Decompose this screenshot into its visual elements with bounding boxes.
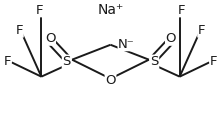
- Text: F: F: [198, 24, 205, 37]
- Text: F: F: [210, 55, 217, 68]
- Text: N⁻: N⁻: [118, 38, 135, 51]
- Text: F: F: [178, 4, 186, 17]
- Text: O: O: [105, 74, 116, 87]
- Text: O: O: [166, 32, 176, 45]
- Text: S: S: [150, 55, 159, 68]
- Text: O: O: [45, 32, 55, 45]
- Text: F: F: [16, 24, 23, 37]
- Text: S: S: [62, 55, 71, 68]
- Text: F: F: [35, 4, 43, 17]
- Text: F: F: [4, 55, 11, 68]
- Text: Na⁺: Na⁺: [97, 3, 124, 17]
